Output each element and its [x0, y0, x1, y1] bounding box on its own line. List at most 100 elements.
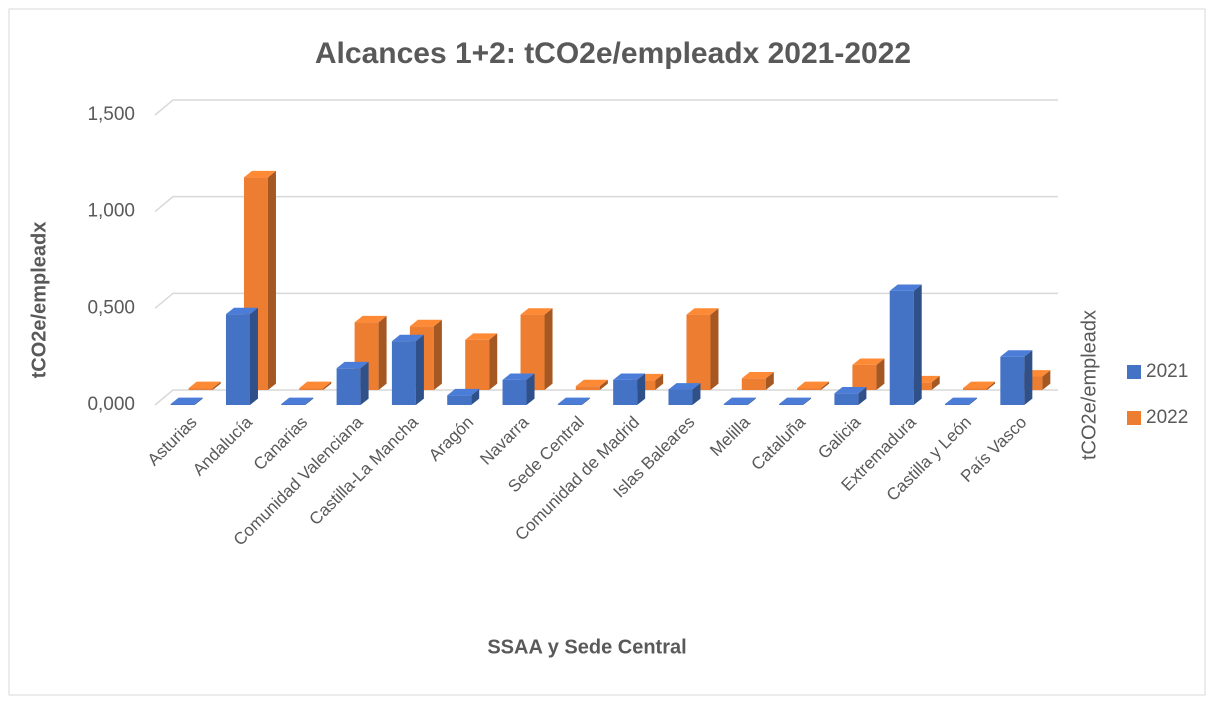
bar	[170, 397, 203, 405]
bar	[852, 358, 885, 390]
legend-label: 2022	[1146, 407, 1188, 428]
legend-swatch	[1127, 365, 1141, 379]
bar-side	[194, 397, 203, 405]
bar-front	[963, 388, 988, 390]
bar-top	[963, 381, 996, 389]
bar	[281, 397, 314, 405]
bar	[299, 381, 332, 390]
bar-front	[779, 404, 804, 405]
bar-side	[987, 381, 996, 390]
bar-front	[188, 388, 213, 390]
bar-top	[852, 358, 885, 365]
bar-front	[225, 314, 250, 405]
legend-label: 2021	[1146, 361, 1188, 382]
bar-front	[889, 290, 914, 405]
bar-side	[599, 379, 608, 390]
bar-side	[433, 319, 442, 390]
bar-side	[803, 397, 812, 405]
bar	[465, 333, 498, 390]
bar-top	[741, 372, 774, 379]
legend-swatch	[1127, 411, 1141, 425]
bar-side	[655, 373, 664, 390]
bar-top	[188, 381, 221, 389]
bar-side	[489, 333, 498, 390]
bar-side	[969, 397, 978, 405]
bar-side	[544, 308, 553, 390]
bar-front	[281, 404, 306, 405]
bar	[668, 383, 701, 405]
bar-side	[765, 372, 774, 390]
bar-top	[520, 308, 553, 315]
y-tick-label: 0,000	[87, 394, 135, 415]
bar	[391, 334, 424, 405]
bar-front	[945, 404, 970, 405]
bar-top	[281, 397, 314, 405]
y2-axis-title: tCO2e/empleadx	[1078, 310, 1100, 460]
bar-front	[797, 388, 822, 390]
bar-front	[575, 386, 600, 390]
bar-side	[637, 373, 646, 405]
bar-side	[876, 358, 885, 390]
bar-side	[692, 383, 701, 405]
bar-top	[889, 284, 922, 291]
bar	[557, 397, 590, 405]
bar-side	[471, 388, 480, 405]
bar-top	[299, 381, 332, 389]
bar-front	[502, 379, 527, 405]
bar-front	[613, 379, 638, 405]
bar-top	[557, 397, 590, 405]
bar-top	[797, 381, 830, 389]
grid-line	[154, 99, 1058, 116]
bar	[945, 397, 978, 405]
bar-side	[821, 381, 830, 390]
bar-front	[852, 364, 877, 390]
bar-side	[378, 315, 387, 390]
bar-top	[668, 383, 701, 390]
bar-top	[170, 397, 203, 405]
bar-side	[267, 170, 276, 390]
bar-side	[710, 308, 719, 390]
bar-front	[834, 393, 859, 405]
bar-side	[1042, 370, 1051, 390]
bar-side	[323, 381, 332, 390]
bar-side	[415, 334, 424, 405]
bar-front	[723, 404, 748, 405]
bar-top	[575, 379, 608, 387]
bar-front	[465, 339, 490, 390]
bar-side	[249, 307, 258, 405]
bar	[723, 397, 756, 405]
grid-line	[154, 195, 1058, 213]
bar	[225, 307, 258, 405]
bar-front	[1000, 356, 1025, 405]
y-tick-label: 1,000	[87, 201, 135, 222]
bar	[889, 284, 922, 405]
bar-front	[170, 404, 195, 405]
bar	[741, 372, 774, 390]
bar	[188, 381, 221, 390]
bar-top	[391, 334, 424, 342]
bar-top	[834, 387, 867, 394]
bar-side	[931, 375, 940, 390]
bar	[963, 381, 996, 390]
bar-side	[747, 397, 756, 405]
bar-side	[913, 284, 922, 405]
bar-front	[299, 388, 324, 390]
bar-top	[409, 319, 442, 327]
bar-top	[225, 307, 258, 315]
bar-front	[668, 389, 693, 405]
bar-front	[557, 404, 582, 405]
bar-top	[502, 373, 535, 380]
x-axis-title: SSAA y Sede Central	[487, 636, 686, 658]
bar-side	[360, 361, 369, 405]
bar-top	[243, 170, 276, 178]
y-axis-title: tCO2e/empleadx	[28, 222, 50, 379]
bar	[1000, 350, 1033, 405]
bar	[686, 308, 719, 390]
bar	[613, 373, 646, 405]
bar-top	[1000, 350, 1033, 357]
bar-side	[212, 381, 221, 390]
bar-front	[391, 341, 416, 405]
bar-top	[686, 308, 719, 315]
bar-top	[447, 388, 480, 396]
